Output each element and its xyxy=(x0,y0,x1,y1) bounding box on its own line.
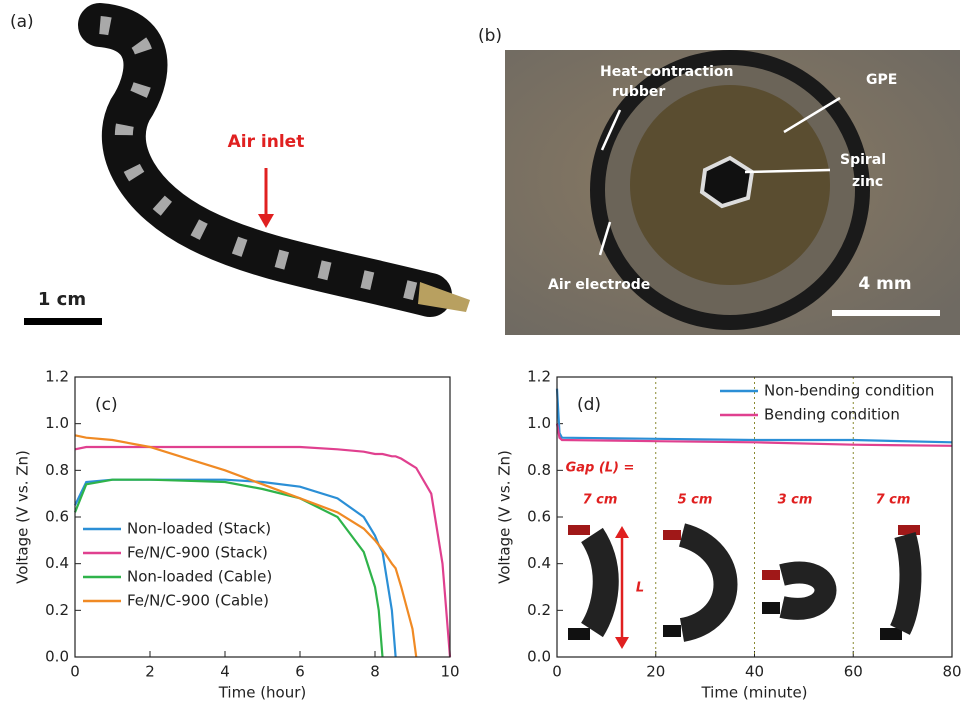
zinc xyxy=(699,155,755,209)
x-tick-label: 6 xyxy=(295,663,305,681)
y-tick-label: 0.6 xyxy=(527,508,551,526)
scale-bar xyxy=(832,310,940,316)
legend-label: Non-loaded (Stack) xyxy=(127,520,271,538)
plot-frame xyxy=(74,376,451,658)
line xyxy=(555,423,953,447)
panel-label: (a) xyxy=(10,12,34,32)
scale-bar xyxy=(24,318,102,325)
y-tick-label: 0.4 xyxy=(45,554,69,572)
legend-label: Fe/N/C-900 (Cable) xyxy=(127,592,269,610)
x-tick-label: 0 xyxy=(70,663,80,681)
line xyxy=(73,478,384,658)
x-axis-title: Time (hour) xyxy=(218,684,307,702)
y-tick-label: 0.4 xyxy=(527,554,551,572)
panel-label: (c) xyxy=(95,395,118,415)
x-tick-label: 20 xyxy=(646,663,665,681)
photo-b: (b) Heat-contraction rubber GPE Spiral z… xyxy=(478,26,960,335)
annotation: GPE xyxy=(866,72,897,88)
y-tick-label: 1.0 xyxy=(45,414,69,432)
x-tick-label: 0 xyxy=(552,663,562,681)
y-tick-label: 0.2 xyxy=(527,601,551,619)
annotation: 7 cm xyxy=(583,493,618,508)
annotation: Spiral xyxy=(840,152,886,168)
y-tick-label: 0.8 xyxy=(527,461,551,479)
legend-label: Fe/N/C-900 (Stack) xyxy=(127,544,268,562)
legend-label: Non-loaded (Cable) xyxy=(127,568,272,586)
x-tick-label: 2 xyxy=(145,663,155,681)
panel-label: (b) xyxy=(478,26,502,46)
annotation: Gap (L) = xyxy=(566,461,635,476)
x-tick-label: 8 xyxy=(370,663,380,681)
y-tick-label: 1.2 xyxy=(45,368,69,386)
annotation: L xyxy=(636,581,644,596)
line xyxy=(74,434,418,658)
annotation: zinc xyxy=(852,174,883,190)
annotation: 3 cm xyxy=(778,493,813,508)
x-tick-label: 80 xyxy=(942,663,961,681)
y-axis-title: Voltage (V vs. Zn) xyxy=(496,450,514,584)
annotation: Air electrode xyxy=(548,277,650,293)
annotation: 5 cm xyxy=(678,493,713,508)
legend-label: Non-bending condition xyxy=(764,382,934,400)
line xyxy=(74,445,452,658)
scale-label: 1 cm xyxy=(38,289,86,310)
y-tick-label: 0.0 xyxy=(45,648,69,666)
y-tick-label: 0.6 xyxy=(45,508,69,526)
y-axis-title: Voltage (V vs. Zn) xyxy=(14,450,32,584)
photo-a: Air inlet 1 cm (a) xyxy=(10,3,470,325)
y-tick-label: 0.8 xyxy=(45,461,69,479)
cable xyxy=(78,3,452,317)
annotation: Heat-contraction xyxy=(600,64,733,80)
x-axis-title: Time (minute) xyxy=(700,684,807,702)
cable-tip xyxy=(418,282,470,312)
annotation: rubber xyxy=(612,84,665,100)
arrowhead xyxy=(258,214,274,228)
y-tick-label: 0.2 xyxy=(45,601,69,619)
y-tick-label: 0.0 xyxy=(527,648,551,666)
y-tick-label: 1.2 xyxy=(527,368,551,386)
annotation: 7 cm xyxy=(876,493,911,508)
annotation: Air inlet xyxy=(228,132,305,152)
x-tick-label: 60 xyxy=(844,663,863,681)
scale-label: 4 mm xyxy=(858,274,911,294)
arrows xyxy=(598,96,841,256)
panel-label: (d) xyxy=(577,395,601,415)
x-tick-label: 4 xyxy=(220,663,230,681)
y-tick-label: 1.0 xyxy=(527,414,551,432)
x-tick-label: 10 xyxy=(440,663,459,681)
legend-label: Bending condition xyxy=(764,406,900,424)
bend-photos xyxy=(568,523,922,649)
x-tick-label: 40 xyxy=(745,663,764,681)
plot-frame xyxy=(556,376,953,658)
